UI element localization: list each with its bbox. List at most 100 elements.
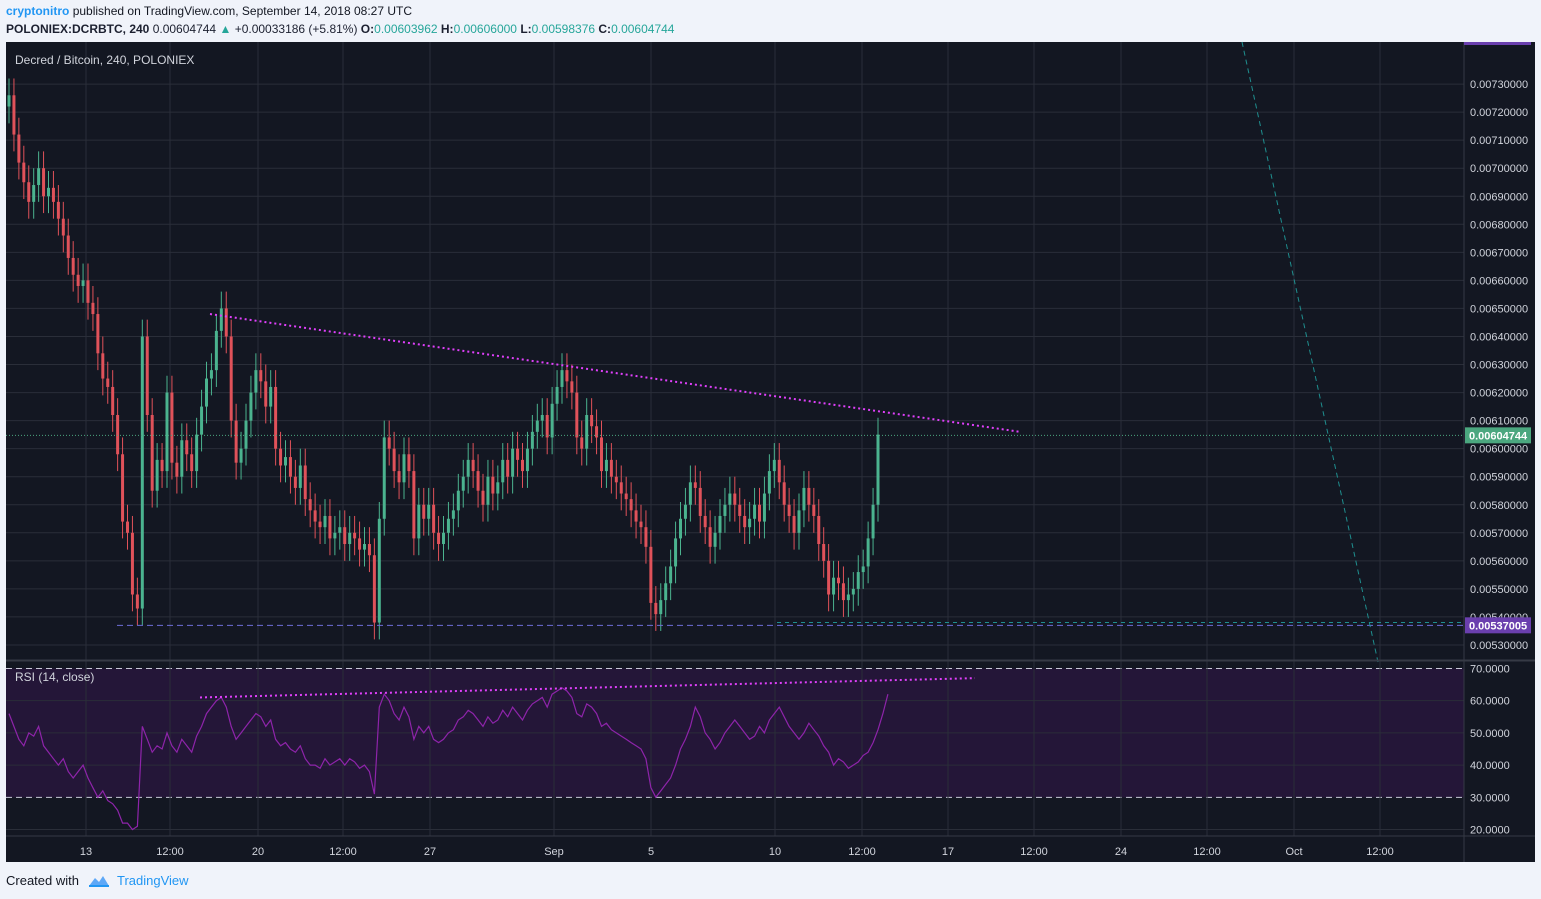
top-range-marker bbox=[1464, 42, 1531, 45]
candle-body bbox=[530, 431, 534, 449]
publish-info: published on TradingView.com, September … bbox=[72, 4, 413, 18]
candle-body bbox=[348, 532, 352, 545]
candle-body bbox=[846, 594, 850, 601]
tradingview-logo-icon bbox=[88, 875, 109, 887]
price-tick-label: 0.00670000 bbox=[1470, 247, 1528, 259]
candle-body bbox=[308, 499, 312, 511]
rsi-trendline bbox=[199, 677, 976, 699]
high-label: H: bbox=[440, 22, 454, 36]
candle-body bbox=[461, 476, 465, 491]
candle-body bbox=[545, 415, 549, 438]
candle-body bbox=[713, 532, 717, 547]
candle-body bbox=[264, 381, 268, 407]
candle-body bbox=[155, 459, 159, 491]
candle-body bbox=[634, 510, 638, 522]
time-tick-label: 12:00 bbox=[156, 846, 184, 858]
candle-body bbox=[856, 572, 860, 589]
rsi-title: RSI (14, close) bbox=[15, 670, 94, 684]
rsi-tick-label: 20.0000 bbox=[1470, 825, 1510, 837]
candle-body bbox=[560, 370, 564, 387]
candle-body bbox=[195, 434, 199, 472]
candle-body bbox=[565, 370, 569, 382]
candle-body bbox=[86, 280, 90, 303]
price-tick-label: 0.00650000 bbox=[1470, 303, 1528, 315]
candle-body bbox=[244, 420, 248, 449]
candle-body bbox=[160, 459, 164, 472]
candle-body bbox=[427, 504, 431, 519]
price-tick-label: 0.00610000 bbox=[1470, 416, 1528, 428]
candle-body bbox=[42, 168, 46, 197]
candle-body bbox=[772, 459, 776, 472]
candle-body bbox=[121, 454, 125, 522]
candle-body bbox=[481, 490, 485, 505]
time-tick-label: 13 bbox=[80, 846, 92, 858]
candle-body bbox=[209, 370, 213, 379]
last-price-badge: 0.00604744 bbox=[1469, 430, 1528, 442]
created-with-label: Created with bbox=[6, 873, 79, 888]
candle-body bbox=[758, 504, 761, 522]
open-value: 0.00603962 bbox=[374, 22, 438, 36]
candle-body bbox=[249, 392, 253, 421]
candle-body bbox=[358, 538, 362, 550]
candle-body bbox=[254, 370, 258, 393]
up-arrow-icon: ▲ bbox=[219, 22, 232, 36]
candle-body bbox=[550, 403, 554, 438]
last-price-badge-bg bbox=[1465, 427, 1531, 444]
candle-body bbox=[17, 134, 21, 163]
candle-body bbox=[170, 392, 174, 463]
candle-body bbox=[397, 471, 401, 483]
candle-body bbox=[437, 532, 441, 545]
time-tick-label: 12:00 bbox=[1193, 846, 1221, 858]
candle-body bbox=[876, 434, 880, 505]
tradingview-link[interactable]: TradingView bbox=[116, 873, 189, 888]
footer: Created with TradingView bbox=[6, 873, 189, 888]
candle-body bbox=[516, 448, 520, 460]
candle-body bbox=[422, 504, 426, 519]
candle-body bbox=[491, 476, 495, 494]
candle-body bbox=[506, 459, 510, 477]
candle-body bbox=[600, 437, 603, 472]
candle-body bbox=[417, 504, 421, 539]
candle-body bbox=[387, 437, 391, 449]
time-tick-label: 12:00 bbox=[848, 846, 876, 858]
descending-trendline bbox=[209, 313, 1021, 433]
candle-body bbox=[718, 515, 722, 533]
time-tick-label: 12:00 bbox=[1020, 846, 1048, 858]
candle-body bbox=[135, 594, 139, 609]
candle-body bbox=[486, 476, 490, 505]
high-value: 0.00606000 bbox=[453, 22, 517, 36]
candle-body bbox=[175, 462, 179, 477]
candle-body bbox=[279, 448, 283, 466]
grid-lines bbox=[6, 42, 1464, 836]
candle-body bbox=[274, 386, 278, 449]
candle-body bbox=[496, 482, 500, 494]
candle-body bbox=[679, 518, 682, 539]
candle-body bbox=[688, 482, 692, 505]
candle-body bbox=[367, 544, 371, 556]
candle-body bbox=[150, 415, 154, 491]
price-tick-label: 0.00640000 bbox=[1470, 331, 1528, 343]
author-link[interactable]: cryptonitro bbox=[6, 4, 70, 18]
price-tick-label: 0.00680000 bbox=[1470, 219, 1528, 231]
candle-body bbox=[91, 302, 95, 315]
candle-body bbox=[165, 392, 169, 472]
candle-body bbox=[130, 532, 134, 595]
rsi-tick-label: 30.0000 bbox=[1470, 792, 1510, 804]
candle-body bbox=[446, 518, 450, 533]
close-label: C: bbox=[598, 22, 612, 36]
time-tick-label: 5 bbox=[648, 846, 654, 858]
price-tick-label: 0.00570000 bbox=[1470, 528, 1528, 540]
candle-body bbox=[372, 555, 376, 623]
candle-body bbox=[377, 518, 381, 623]
price-tick-label: 0.00550000 bbox=[1470, 584, 1528, 596]
candle-body bbox=[145, 336, 149, 416]
candle-body bbox=[812, 504, 816, 516]
time-tick-label: 17 bbox=[942, 846, 954, 858]
price-tick-label: 0.00600000 bbox=[1470, 444, 1528, 456]
candle-body bbox=[674, 538, 678, 567]
candles bbox=[7, 78, 880, 640]
teal-projection-line bbox=[1241, 41, 1379, 663]
candle-body bbox=[96, 314, 100, 354]
candle-body bbox=[748, 518, 752, 528]
